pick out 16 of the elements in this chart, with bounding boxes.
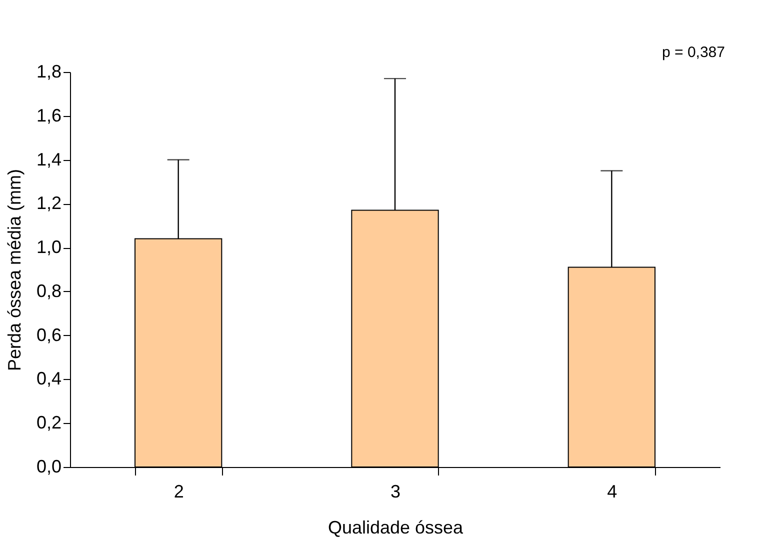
x-tick-label: 3 — [390, 482, 401, 502]
y-tick-label: 0,8 — [36, 280, 62, 301]
y-tick-label: 0,2 — [36, 412, 62, 433]
y-tick-label: 1,2 — [36, 193, 62, 214]
y-tick-label: 1,6 — [36, 105, 62, 126]
x-tick-label: 4 — [607, 482, 618, 502]
y-tick-label: 1,0 — [36, 237, 62, 258]
text: p = 0,387 — [662, 44, 725, 61]
y-tick-label: 1,4 — [36, 149, 62, 170]
y-tick-label: 0,6 — [36, 324, 62, 345]
x-axis-title: Qualidade óssea — [328, 518, 464, 538]
y-axis-title: Perda óssea média (mm) — [4, 168, 24, 372]
y-tick-label: 1,8 — [36, 62, 62, 82]
x-tick-label: 2 — [174, 482, 184, 502]
y-tick-label: 0,0 — [36, 456, 62, 476]
y-tick-label: 0,4 — [36, 368, 62, 389]
